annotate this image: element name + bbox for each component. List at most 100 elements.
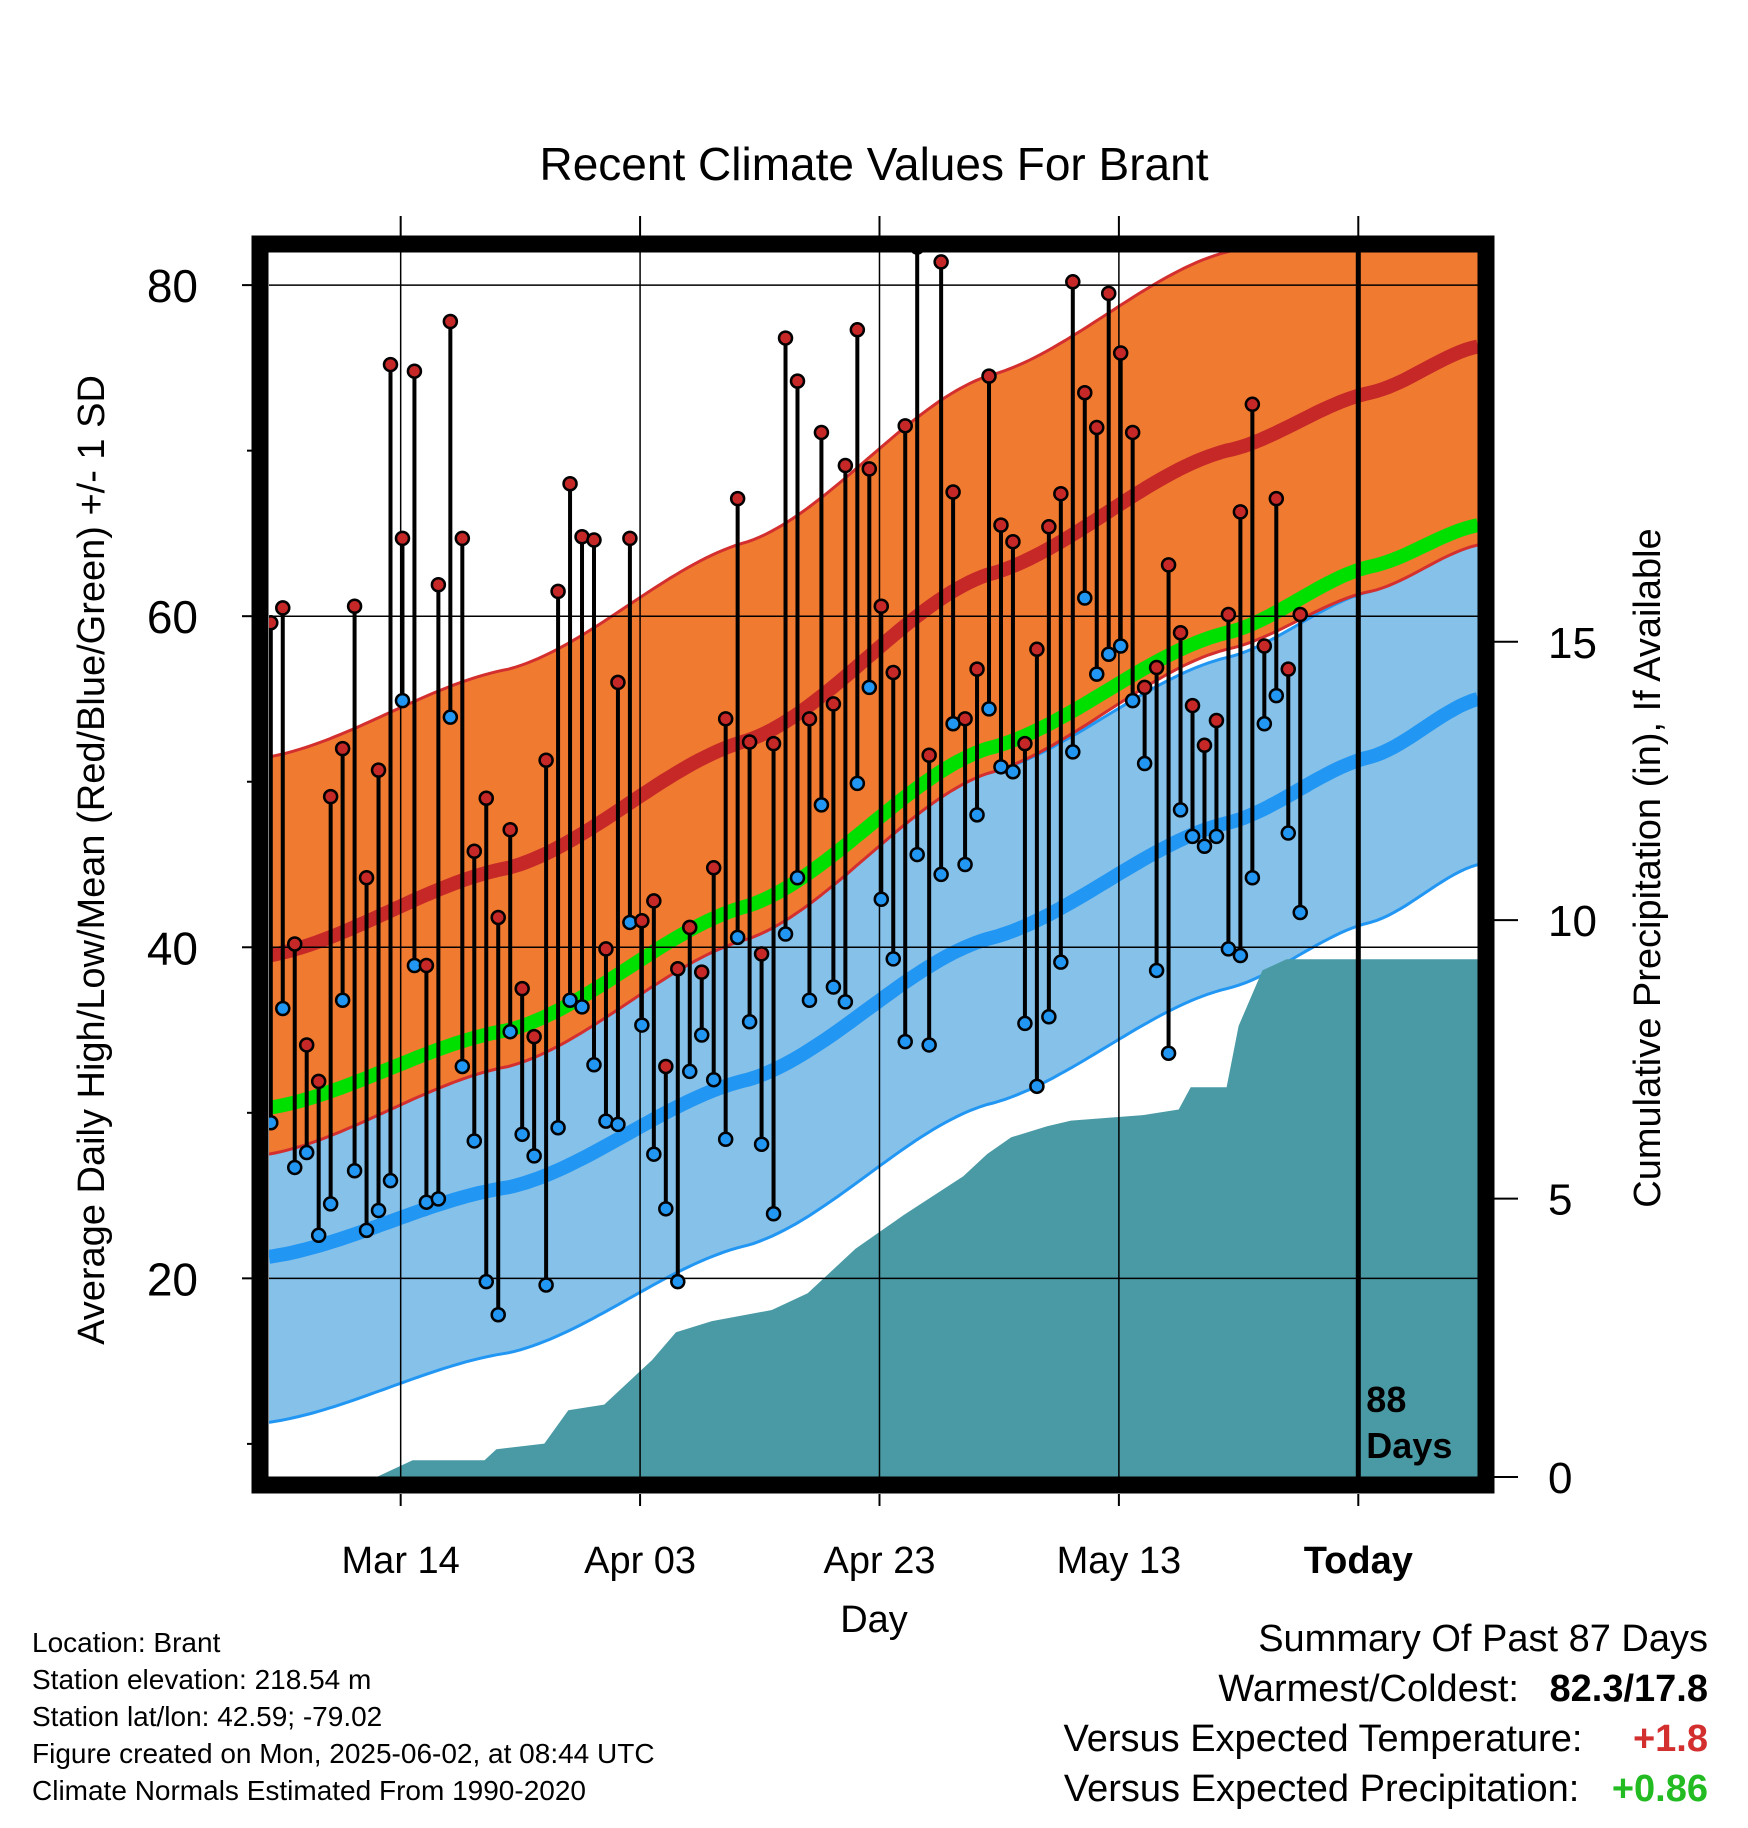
daily-high-point <box>634 913 650 929</box>
plot-frame <box>251 235 1495 1494</box>
daily-high-point <box>682 919 698 936</box>
daily-high-point <box>849 322 866 338</box>
daily-high-point <box>382 356 399 373</box>
daily-high-point <box>1017 735 1033 752</box>
elevation-text: Station elevation: 218.54 m <box>32 1664 372 1695</box>
daily-high-point <box>1292 606 1308 623</box>
daily-high-point <box>370 762 387 778</box>
station-info: Location: Brant Station elevation: 218.5… <box>32 1624 655 1809</box>
daily-low-point <box>873 891 890 908</box>
temp-value: +1.8 <box>1632 1718 1708 1760</box>
daily-low-point <box>310 1227 327 1244</box>
daily-high-point <box>921 747 937 763</box>
x-tick-label: Apr 03 <box>584 1540 696 1582</box>
daily-low-point <box>1041 1009 1057 1025</box>
daily-high-point <box>729 490 746 507</box>
daily-low-point <box>346 1163 363 1179</box>
daily-high-point <box>717 711 734 727</box>
daily-high-point <box>1005 533 1021 550</box>
daily-low-point <box>753 1136 770 1153</box>
daily-high-point <box>1053 485 1069 502</box>
daily-low-point <box>514 1126 530 1143</box>
daily-high-point <box>777 330 794 346</box>
warm-cold-value: 82.3/17.8 <box>1549 1668 1708 1710</box>
daily-high-point <box>586 532 602 548</box>
daily-high-point <box>394 530 411 547</box>
daily-high-point <box>837 457 854 474</box>
daily-high-point <box>981 368 997 384</box>
daily-low-point <box>286 1159 303 1176</box>
y2-tick-label: 10 <box>1548 897 1597 946</box>
daily-low-point <box>1244 869 1261 886</box>
plot-clip-group: 88 Days <box>269 252 1478 1477</box>
warm-cold-label: Warmest/Coldest: <box>1218 1668 1519 1710</box>
precipitation-area <box>269 959 1478 1477</box>
daily-low-point <box>1220 941 1237 957</box>
daily-low-point <box>454 1058 471 1075</box>
daily-low-point <box>777 926 794 942</box>
normals-text: Climate Normals Estimated From 1990-2020 <box>32 1775 586 1806</box>
daily-high-point <box>466 843 483 860</box>
daily-low-point <box>969 807 985 823</box>
x-tick-label: Today <box>1304 1540 1413 1582</box>
daily-low-point <box>705 1071 722 1088</box>
daily-high-point <box>1184 697 1201 714</box>
created-text: Figure created on Mon, 2025-06-02, at 08… <box>32 1738 655 1769</box>
daily-high-point <box>490 909 506 926</box>
daily-low-point <box>526 1148 542 1164</box>
daily-high-point <box>598 941 614 957</box>
daily-low-point <box>1017 1015 1033 1032</box>
daily-high-point <box>1208 712 1225 729</box>
daily-high-point <box>1172 624 1189 641</box>
daily-high-point <box>562 476 578 492</box>
daily-high-point <box>861 461 878 477</box>
daily-high-point <box>1256 638 1273 654</box>
daily-high-point <box>334 740 351 757</box>
daily-high-point <box>1232 504 1249 520</box>
daily-high-point <box>945 484 961 500</box>
daily-low-point <box>921 1037 937 1053</box>
daily-high-point <box>693 964 710 980</box>
daily-low-point <box>1053 954 1069 970</box>
daily-low-point <box>646 1146 662 1162</box>
daily-high-point <box>358 869 375 886</box>
daily-low-point <box>1100 646 1117 663</box>
normal-low-line <box>269 692 1478 1264</box>
daily-low-point <box>1124 692 1141 709</box>
daily-low-point <box>897 1033 913 1050</box>
daily-high-point <box>1280 661 1297 677</box>
daily-low-point <box>478 1273 495 1290</box>
plot-area: 88 Days 20 40 60 80 0 5 10 15 Mar 14 Apr 03 Apr 23 Ma… <box>147 216 1597 1582</box>
daily-low-point <box>370 1202 387 1219</box>
daily-low-point <box>1029 1078 1045 1095</box>
daily-high-point <box>454 530 471 547</box>
daily-low-point <box>741 1014 758 1030</box>
daily-low-point <box>1005 764 1021 780</box>
y2-axis-label: Cumulative Precipitation (in), If Availa… <box>1627 528 1669 1207</box>
daily-high-point <box>1196 737 1213 754</box>
temp-label: Versus Expected Temperature: <box>1063 1718 1583 1760</box>
normal-high-line <box>269 339 1478 963</box>
daily-low-point <box>765 1206 782 1222</box>
daily-high-point <box>753 946 770 962</box>
daily-high-point <box>430 576 447 593</box>
precip-label: Versus Expected Precipitation: <box>1063 1768 1580 1810</box>
daily-low-point <box>957 856 973 873</box>
daily-low-point <box>634 1017 650 1033</box>
daily-low-point <box>322 1196 339 1212</box>
daily-high-point <box>1244 396 1261 413</box>
daily-low-point <box>550 1119 566 1136</box>
daily-high-point <box>705 860 722 876</box>
x-axis-label: Day <box>840 1599 908 1641</box>
daily-low-point <box>885 951 902 967</box>
daily-low-point <box>1268 687 1285 704</box>
daily-high-point <box>801 711 818 727</box>
daily-high-point <box>1220 606 1237 623</box>
daily-high-point <box>514 980 530 997</box>
daily-low-point <box>1280 825 1297 841</box>
daily-low-point <box>837 994 854 1010</box>
daily-low-point <box>849 775 866 792</box>
days-count-label: 88 <box>1366 1379 1406 1420</box>
daily-high-point <box>1100 285 1117 302</box>
y-axis-label: Average Daily High/Low/Mean (Red/Blue/Gr… <box>71 375 113 1345</box>
